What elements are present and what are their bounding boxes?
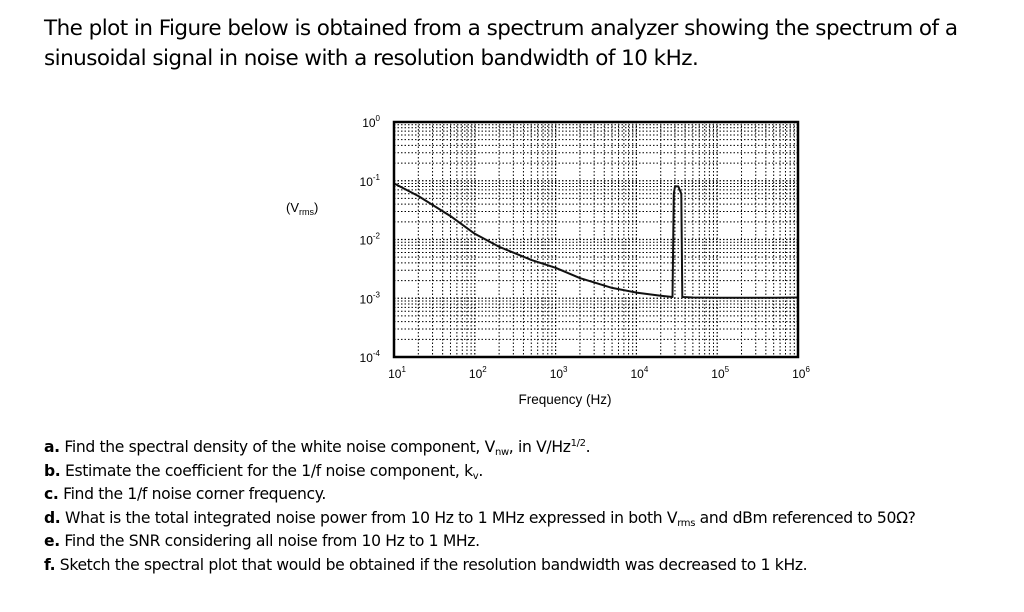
- x-tick-label: 103: [550, 365, 568, 381]
- y-tick-label: 10-2: [360, 232, 381, 248]
- y-tick-label: 10-1: [360, 173, 381, 189]
- y-tick-label: 10-4: [360, 349, 381, 365]
- y-axis-ticks: 100 10-1 10-2 10-3 10-4: [360, 114, 381, 365]
- y-axis-label: (Vrms): [286, 200, 318, 217]
- x-tick-label: 102: [469, 365, 487, 381]
- x-tick-label: 104: [630, 365, 648, 381]
- x-axis-ticks: 101 102 103 104 105 106: [388, 365, 810, 381]
- y-tick-label: 10-3: [360, 290, 381, 306]
- question-a: a. Find the spectral density of the whit…: [44, 438, 591, 458]
- y-tick-label: 100: [362, 114, 380, 130]
- x-tick-label: 106: [792, 365, 810, 381]
- question-b: b. Estimate the coefficient for the 1/f …: [44, 461, 483, 482]
- question-e: e. Find the SNR considering all noise fr…: [44, 532, 480, 550]
- spectrum-trace: [393, 182, 799, 299]
- question-c: c. Find the 1/f noise corner frequency.: [44, 485, 327, 503]
- x-tick-label: 101: [388, 365, 406, 381]
- problem-intro: The plot in Figure below is obtained fro…: [44, 16, 958, 71]
- chart-grid: [394, 122, 798, 357]
- x-tick-label: 105: [711, 365, 729, 381]
- question-f: f. Sketch the spectral plot that would b…: [44, 555, 808, 574]
- question-d: d. What is the total integrated noise po…: [44, 508, 916, 529]
- question-list: a. Find the spectral density of the whit…: [44, 436, 1019, 577]
- x-axis-label: Frequency (Hz): [518, 392, 611, 407]
- plot-frame: [392, 120, 800, 359]
